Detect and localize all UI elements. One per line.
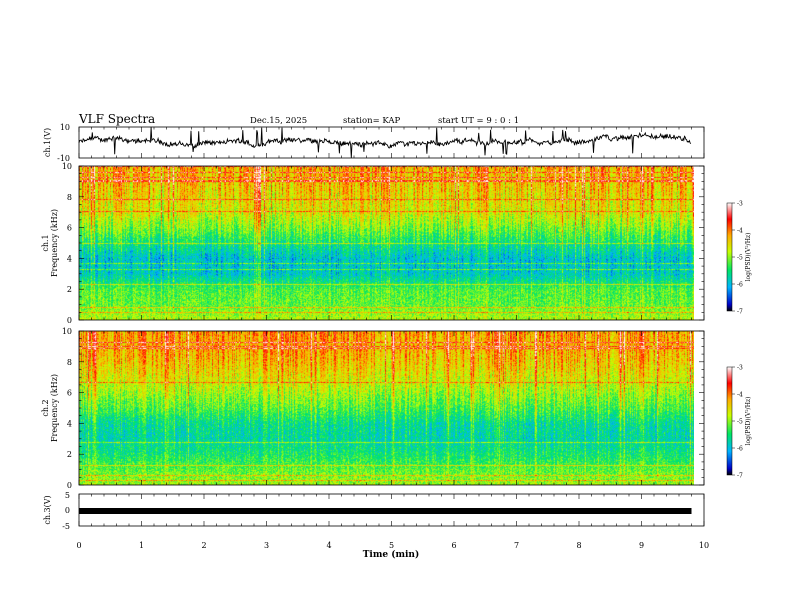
start-time-label: start UT = 9 : 0 : 1: [438, 116, 519, 126]
freq-tick-label: 6: [67, 389, 72, 398]
ch1-colorbar-ticks: -3 -4 -5 -6 -7: [732, 201, 743, 316]
ch1-waveform-frame: [78, 126, 705, 159]
x-tick-label: 5: [389, 541, 394, 550]
x-tick-label: 7: [514, 541, 519, 550]
ch1-colorbar: [726, 202, 733, 312]
colorbar-tick-label: -3: [737, 365, 743, 372]
colorbar-tick-label: -4: [737, 392, 743, 399]
date-label: Dec.15, 2025: [250, 116, 307, 126]
freq-tick-label: 10: [62, 327, 72, 336]
x-axis-ticks: 0 1 2 3 4 5 6 7 8 9 10: [76, 541, 709, 550]
figure-title: VLF Spectra: [78, 112, 155, 126]
colorbar-tick-label: -7: [737, 473, 743, 480]
x-tick-label: 3: [264, 541, 269, 550]
freq-tick-label: 8: [67, 358, 72, 367]
ch1-waveform-panel: 10 -10 ch.1(V): [43, 123, 705, 163]
ch3-waveform-line: [79, 508, 692, 514]
ch3-ytick-mid: 0: [65, 506, 70, 515]
x-tick-label: 4: [326, 541, 331, 550]
freq-tick-label: 4: [67, 254, 72, 263]
colorbar-tick-label: -3: [737, 201, 743, 208]
x-tick-label: 6: [451, 541, 456, 550]
freq-tick-label: 2: [67, 450, 72, 459]
colorbar-tick-label: -6: [737, 446, 743, 453]
ch1-freq-axis-label: Frequency (kHz): [50, 209, 59, 277]
ch3-ytick-bottom: -5: [62, 522, 70, 531]
freq-tick-label: 6: [67, 224, 72, 233]
ch1-freq-ticks: 0 2 4 6 8 10: [62, 162, 705, 325]
freq-tick-label: 2: [67, 285, 72, 294]
ch2-colorbar-label: log(PSD)(V²/Hz): [745, 397, 752, 446]
x-tick-label: 9: [639, 541, 644, 550]
colorbar-tick-label: -5: [737, 419, 743, 426]
ch1-ytick-bottom: -10: [57, 154, 70, 163]
colorbar-tick-label: -7: [737, 309, 743, 316]
colorbar-tick-label: -4: [737, 228, 743, 235]
x-tick-label: 1: [139, 541, 144, 550]
ch1-ylabel: ch.1(V): [43, 128, 52, 157]
freq-tick-label: 4: [67, 419, 72, 428]
x-axis-label: Time (min): [363, 549, 420, 560]
ch3-ytick-top: 5: [65, 491, 70, 500]
x-tick-label: 8: [576, 541, 581, 550]
ch2-colorbar-ticks: -3 -4 -5 -6 -7: [732, 365, 743, 480]
x-tick-label: 0: [76, 541, 81, 550]
ch1-spectrogram-image: [79, 166, 694, 320]
ch2-colorbar: [726, 366, 733, 476]
ch1-waveform-line: [78, 127, 692, 158]
freq-tick-label: 0: [67, 316, 72, 325]
x-tick-label: 2: [201, 541, 206, 550]
ch3-waveform-panel: 5 0 -5 ch.3(V): [43, 491, 705, 531]
station-label: station= KAP: [343, 116, 401, 126]
freq-tick-label: 0: [67, 481, 72, 490]
freq-tick-label: 8: [67, 193, 72, 202]
ch2-spec-label: ch.2: [41, 399, 50, 416]
ch1-tick-marks: [78, 127, 705, 158]
ch2-spectrogram-image: [79, 331, 694, 485]
ch1-ytick-top: 10: [60, 123, 70, 132]
ch1-colorbar-label: log(PSD)(V²/Hz): [745, 233, 752, 282]
freq-tick-label: 10: [62, 162, 72, 171]
ch2-freq-axis-label: Frequency (kHz): [50, 374, 59, 442]
ch2-freq-ticks: 0 2 4 6 8 10: [62, 327, 705, 490]
x-tick-label: 10: [699, 541, 709, 550]
colorbar-tick-label: -6: [737, 282, 743, 289]
colorbar-tick-label: -5: [737, 255, 743, 262]
ch3-tick-marks: [78, 494, 705, 526]
ch1-spec-label: ch.1: [41, 234, 50, 251]
ch3-ylabel: ch.3(V): [43, 495, 52, 524]
